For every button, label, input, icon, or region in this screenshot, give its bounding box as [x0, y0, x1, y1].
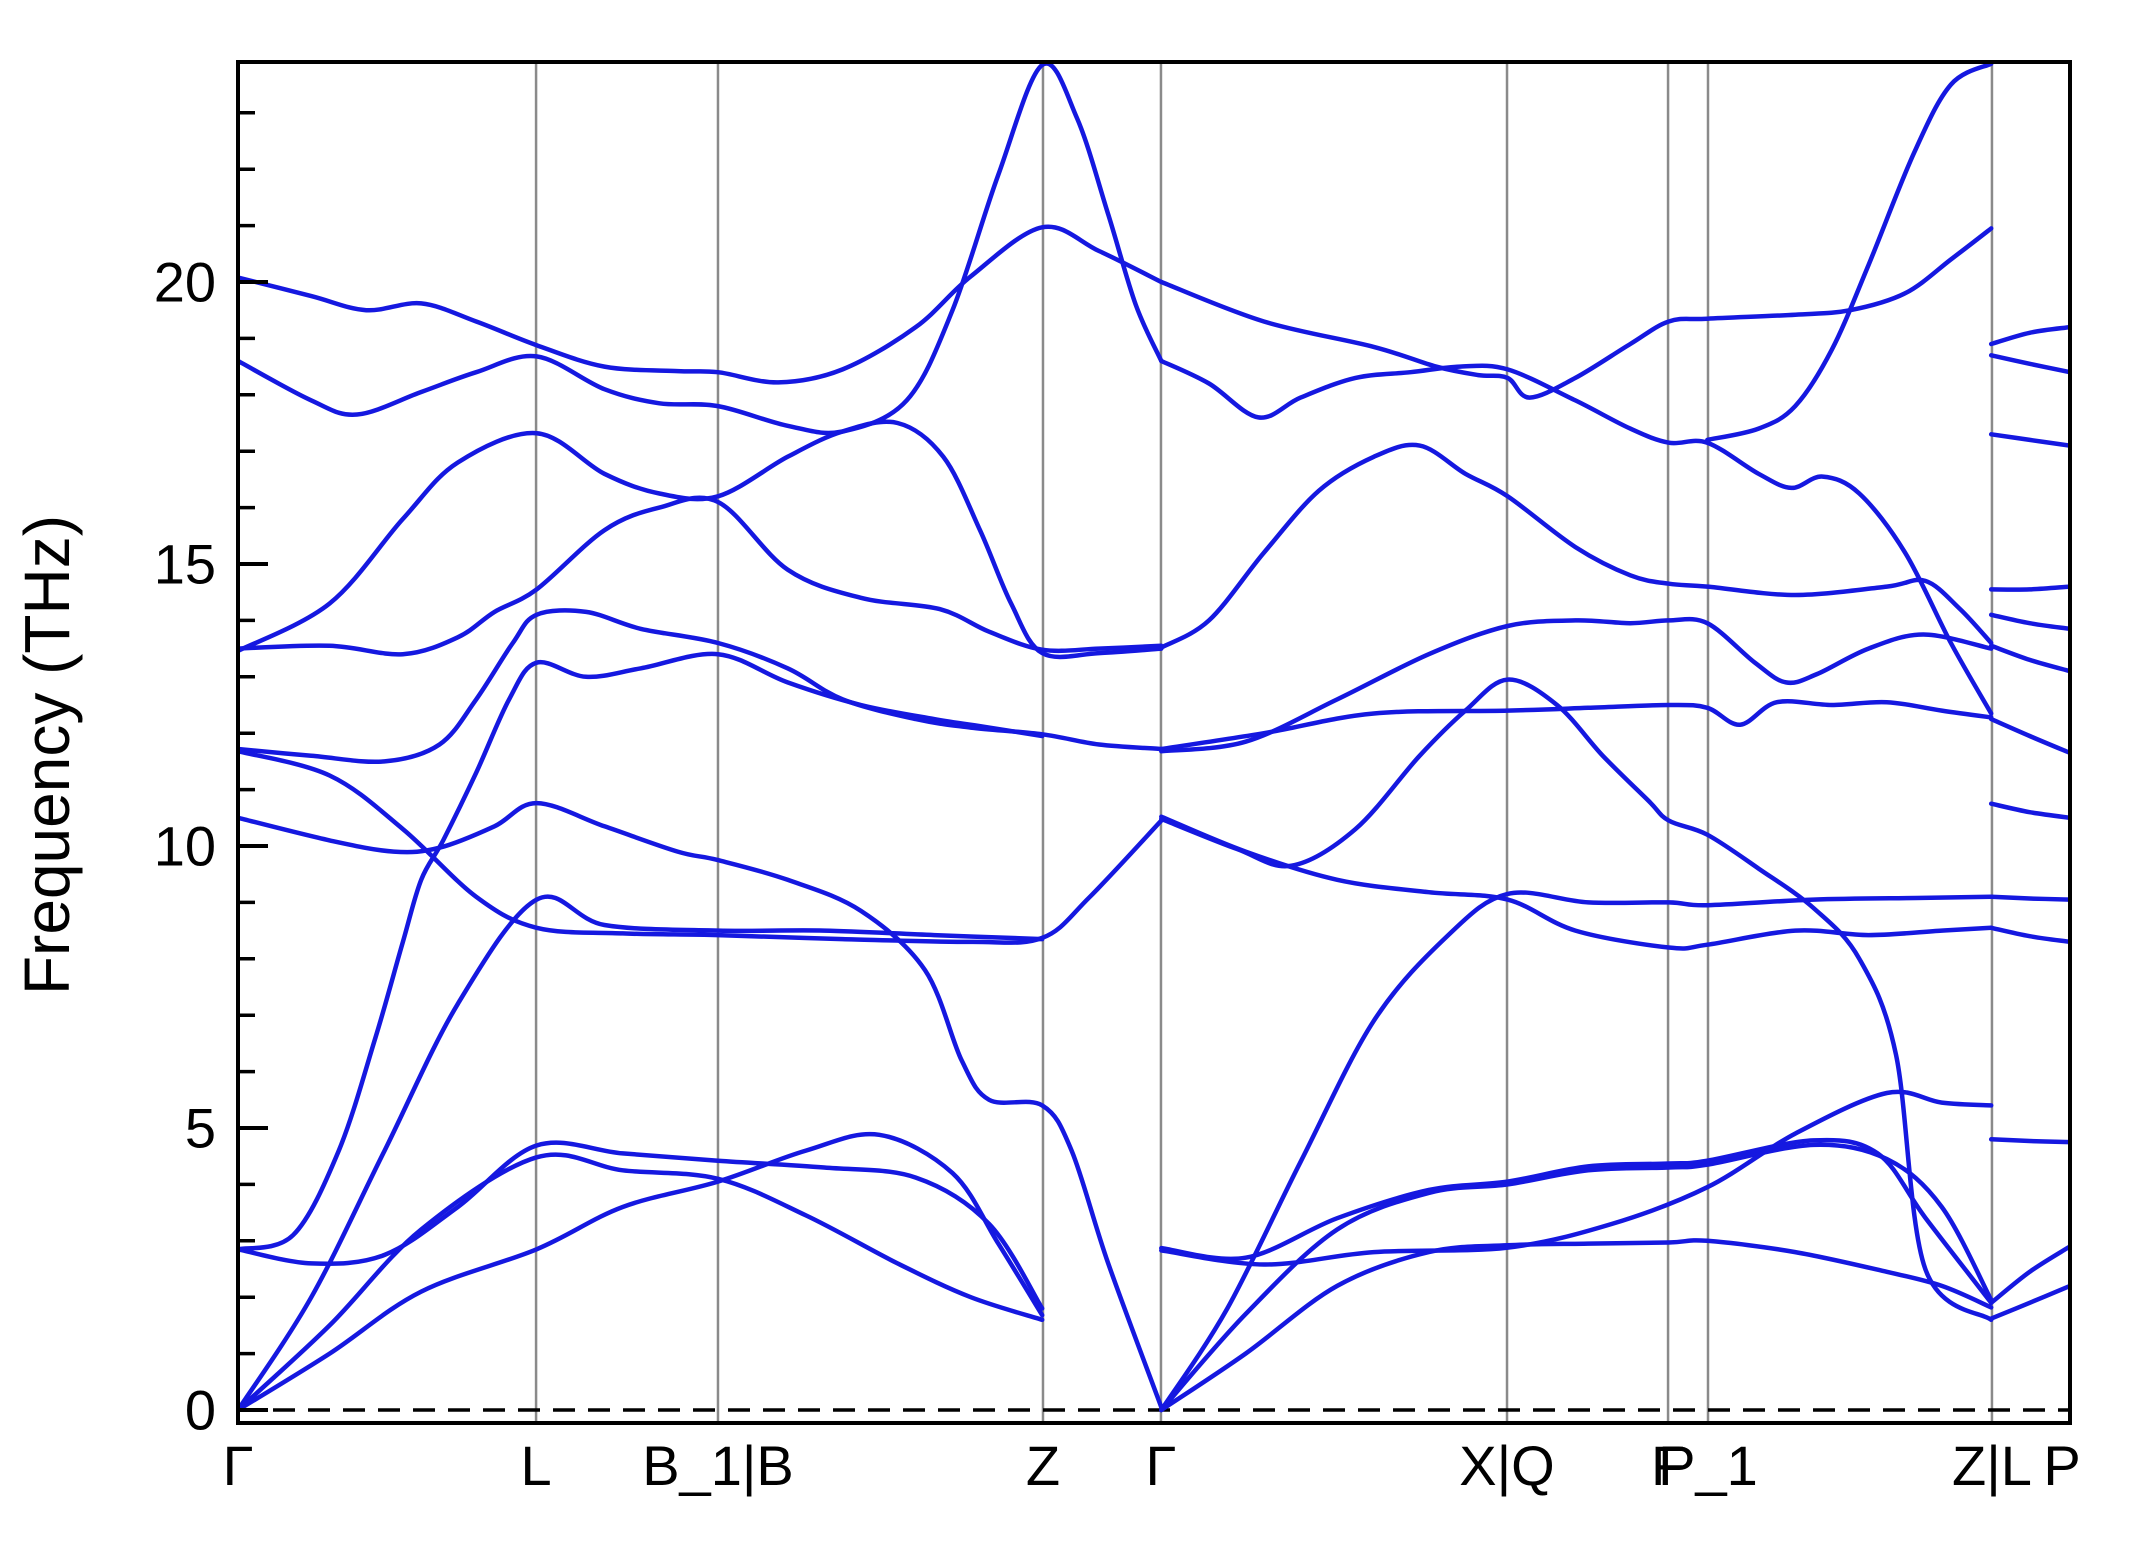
band-acoustic-2-left — [238, 1152, 1045, 1413]
band-acoustic-1-right — [1159, 1238, 1994, 1413]
band-peak-riser-right — [1705, 62, 1994, 443]
y-tick-label-10: 10 — [154, 815, 216, 878]
x-tick-label-0: Γ — [223, 1434, 254, 1497]
band-band-12p5-right — [1159, 698, 1994, 752]
y-tick-label-15: 15 — [154, 533, 216, 596]
band-panel-3 — [1988, 432, 2070, 448]
band-band-16-right — [1159, 442, 1994, 650]
band-panel-4 — [1988, 584, 2070, 592]
x-tick-label-6: F — [1651, 1434, 1685, 1497]
x-tick-label-5: X|Q — [1459, 1434, 1554, 1497]
band-acoustic-3-right — [1159, 890, 1994, 1413]
x-tick-label-3: Z — [1026, 1434, 1060, 1497]
band-band-11p7-b — [238, 608, 1164, 765]
band-band-14-right — [1159, 616, 1994, 754]
x-tick-label-7: P_1 — [1658, 1434, 1758, 1497]
y-axis-label: Frequency (THz) — [11, 514, 83, 996]
band-top-band-2-left — [238, 62, 1164, 436]
band-panel-1 — [1988, 324, 2070, 347]
band-optic-low-2-right — [1159, 1089, 1994, 1267]
phonon-bands — [238, 62, 2070, 1413]
band-acoustic-3-left — [238, 894, 1045, 1413]
y-tick-label-20: 20 — [154, 251, 216, 314]
plot-frame — [236, 60, 2072, 1425]
band-panel-5 — [1988, 612, 2070, 632]
band-optic-low-1-right — [1159, 1137, 1994, 1306]
band-top-band-1-left — [238, 224, 1164, 385]
band-band-9-right — [1159, 814, 1994, 951]
y-tick-label-5: 5 — [185, 1097, 216, 1160]
band-panel-11 — [1988, 1137, 2070, 1145]
band-panel-6 — [1988, 643, 2070, 674]
band-panel-7 — [1988, 716, 2070, 756]
x-tick-label-1: L — [520, 1434, 551, 1497]
x-tick-label-4: Γ — [1146, 1434, 1177, 1497]
band-band-10p5-left — [238, 800, 1164, 1410]
band-panel-10 — [1988, 925, 2070, 945]
band-panel-12 — [1988, 1244, 2070, 1306]
band-optic-low-2-left — [238, 1140, 1045, 1311]
band-top-band-1-right — [1159, 226, 1994, 400]
x-tick-label-9: P — [2043, 1434, 2080, 1497]
band-panel-13 — [1988, 1283, 2070, 1321]
band-band-10p5-right — [1159, 677, 1994, 1323]
band-panel-8 — [1988, 801, 2070, 821]
band-panel-2 — [1988, 353, 2070, 375]
y-tick-label-0: 0 — [185, 1379, 216, 1442]
band-acoustic-1-left — [238, 1131, 1045, 1413]
band-optic-low-riser-left — [238, 651, 1045, 1252]
x-tick-label-2: B_1|B — [642, 1434, 794, 1497]
band-acoustic-2-right — [1159, 1142, 1994, 1413]
band-band-13p5-b — [238, 419, 1164, 660]
x-tick-label-8: Z|L — [1952, 1434, 2032, 1497]
band-top-band-2-right — [1159, 358, 1994, 716]
band-panel-9 — [1988, 894, 2070, 902]
band-band-11p7-a — [238, 748, 1164, 945]
